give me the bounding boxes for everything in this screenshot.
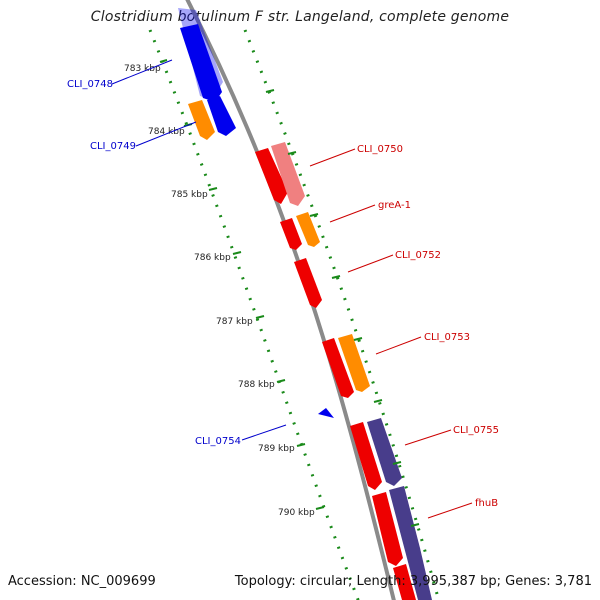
tick-label: 788 kbp — [238, 380, 275, 390]
feature-forward-red — [350, 422, 382, 490]
tick-mark — [232, 251, 242, 255]
feature-forward-purple — [367, 418, 402, 486]
outer-tick-ring — [243, 29, 441, 600]
feature-forward-red — [294, 258, 322, 308]
gene-label-cli-0755[interactable]: CLI_0755 — [453, 425, 499, 436]
leader-line — [135, 121, 197, 147]
feature-forward-orange — [338, 334, 370, 392]
gene-label-cli-0748[interactable]: CLI_0748 — [67, 79, 113, 90]
feature-reverse-orange — [188, 100, 215, 140]
leader-line — [329, 204, 376, 223]
tick-mark — [331, 275, 341, 279]
gene-label-cli-0752[interactable]: CLI_0752 — [395, 250, 441, 261]
gene-label-cli-0753[interactable]: CLI_0753 — [424, 332, 470, 343]
tick-group: 783 kbp 784 kbp 785 kbp 786 kbp 787 kbp … — [124, 59, 420, 527]
gene-label-cli-0749[interactable]: CLI_0749 — [90, 141, 136, 152]
tick-mark — [159, 59, 168, 63]
feature-forward-red — [393, 564, 416, 600]
feature-forward-red — [322, 338, 354, 398]
feature-reverse-blue-small — [318, 408, 334, 418]
forward-strand-features — [255, 142, 432, 600]
reverse-strand-features — [178, 8, 334, 418]
tick-label: 790 kbp — [278, 508, 315, 518]
tick-label: 783 kbp — [124, 64, 161, 74]
gene-label-fhub[interactable]: fhuB — [475, 498, 498, 509]
inner-tick-ring — [148, 29, 360, 600]
tick-mark — [287, 151, 297, 155]
feature-forward-purple — [389, 486, 432, 600]
leader-line — [404, 429, 452, 446]
tick-label: 785 kbp — [171, 190, 208, 200]
leader-line — [347, 254, 394, 273]
gene-label-grea-1[interactable]: greA-1 — [378, 200, 411, 211]
tick-mark — [255, 315, 265, 319]
feature-forward-red — [280, 218, 302, 250]
tick-mark — [265, 89, 275, 93]
feature-forward-pink — [271, 142, 305, 206]
feature-forward-red — [255, 148, 288, 204]
leader-line — [375, 336, 422, 355]
feature-reverse-blue — [180, 24, 222, 102]
tick-label: 787 kbp — [216, 317, 253, 327]
tick-mark — [208, 187, 218, 191]
accession-text: Accession: NC_009699 — [8, 574, 156, 589]
leader-line — [111, 59, 173, 85]
feature-forward-red — [372, 492, 403, 566]
tick-mark — [373, 399, 383, 403]
tick-mark — [315, 506, 325, 510]
gene-label-cli-0750[interactable]: CLI_0750 — [357, 144, 403, 155]
leader-line — [309, 148, 356, 167]
tick-label: 789 kbp — [258, 444, 295, 454]
tick-mark — [392, 461, 402, 465]
leader-line — [427, 502, 473, 519]
tick-label: 786 kbp — [194, 253, 231, 263]
feature-reverse-blue — [207, 96, 236, 136]
tick-mark — [296, 443, 306, 447]
gene-label-cli-0754[interactable]: CLI_0754 — [195, 436, 241, 447]
tick-mark — [410, 523, 420, 527]
tick-label: 784 kbp — [148, 127, 185, 137]
tick-mark — [309, 213, 319, 217]
tick-mark — [276, 379, 286, 383]
gene-labels: CLI_0748 CLI_0749 CLI_0750 greA-1 CLI_07… — [67, 59, 499, 519]
topology-text: Topology: circular; Length: 3,995,387 bp… — [234, 574, 592, 589]
feature-forward-orange — [296, 212, 320, 247]
tick-mark — [353, 337, 363, 341]
leader-line — [241, 424, 287, 441]
